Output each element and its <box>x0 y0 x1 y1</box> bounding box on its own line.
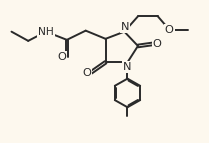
Text: N: N <box>123 62 131 72</box>
Text: N: N <box>121 22 129 32</box>
Text: O: O <box>82 67 91 78</box>
Text: O: O <box>165 25 174 35</box>
Text: NH: NH <box>38 27 54 37</box>
Text: O: O <box>153 39 162 49</box>
Text: O: O <box>57 52 66 62</box>
